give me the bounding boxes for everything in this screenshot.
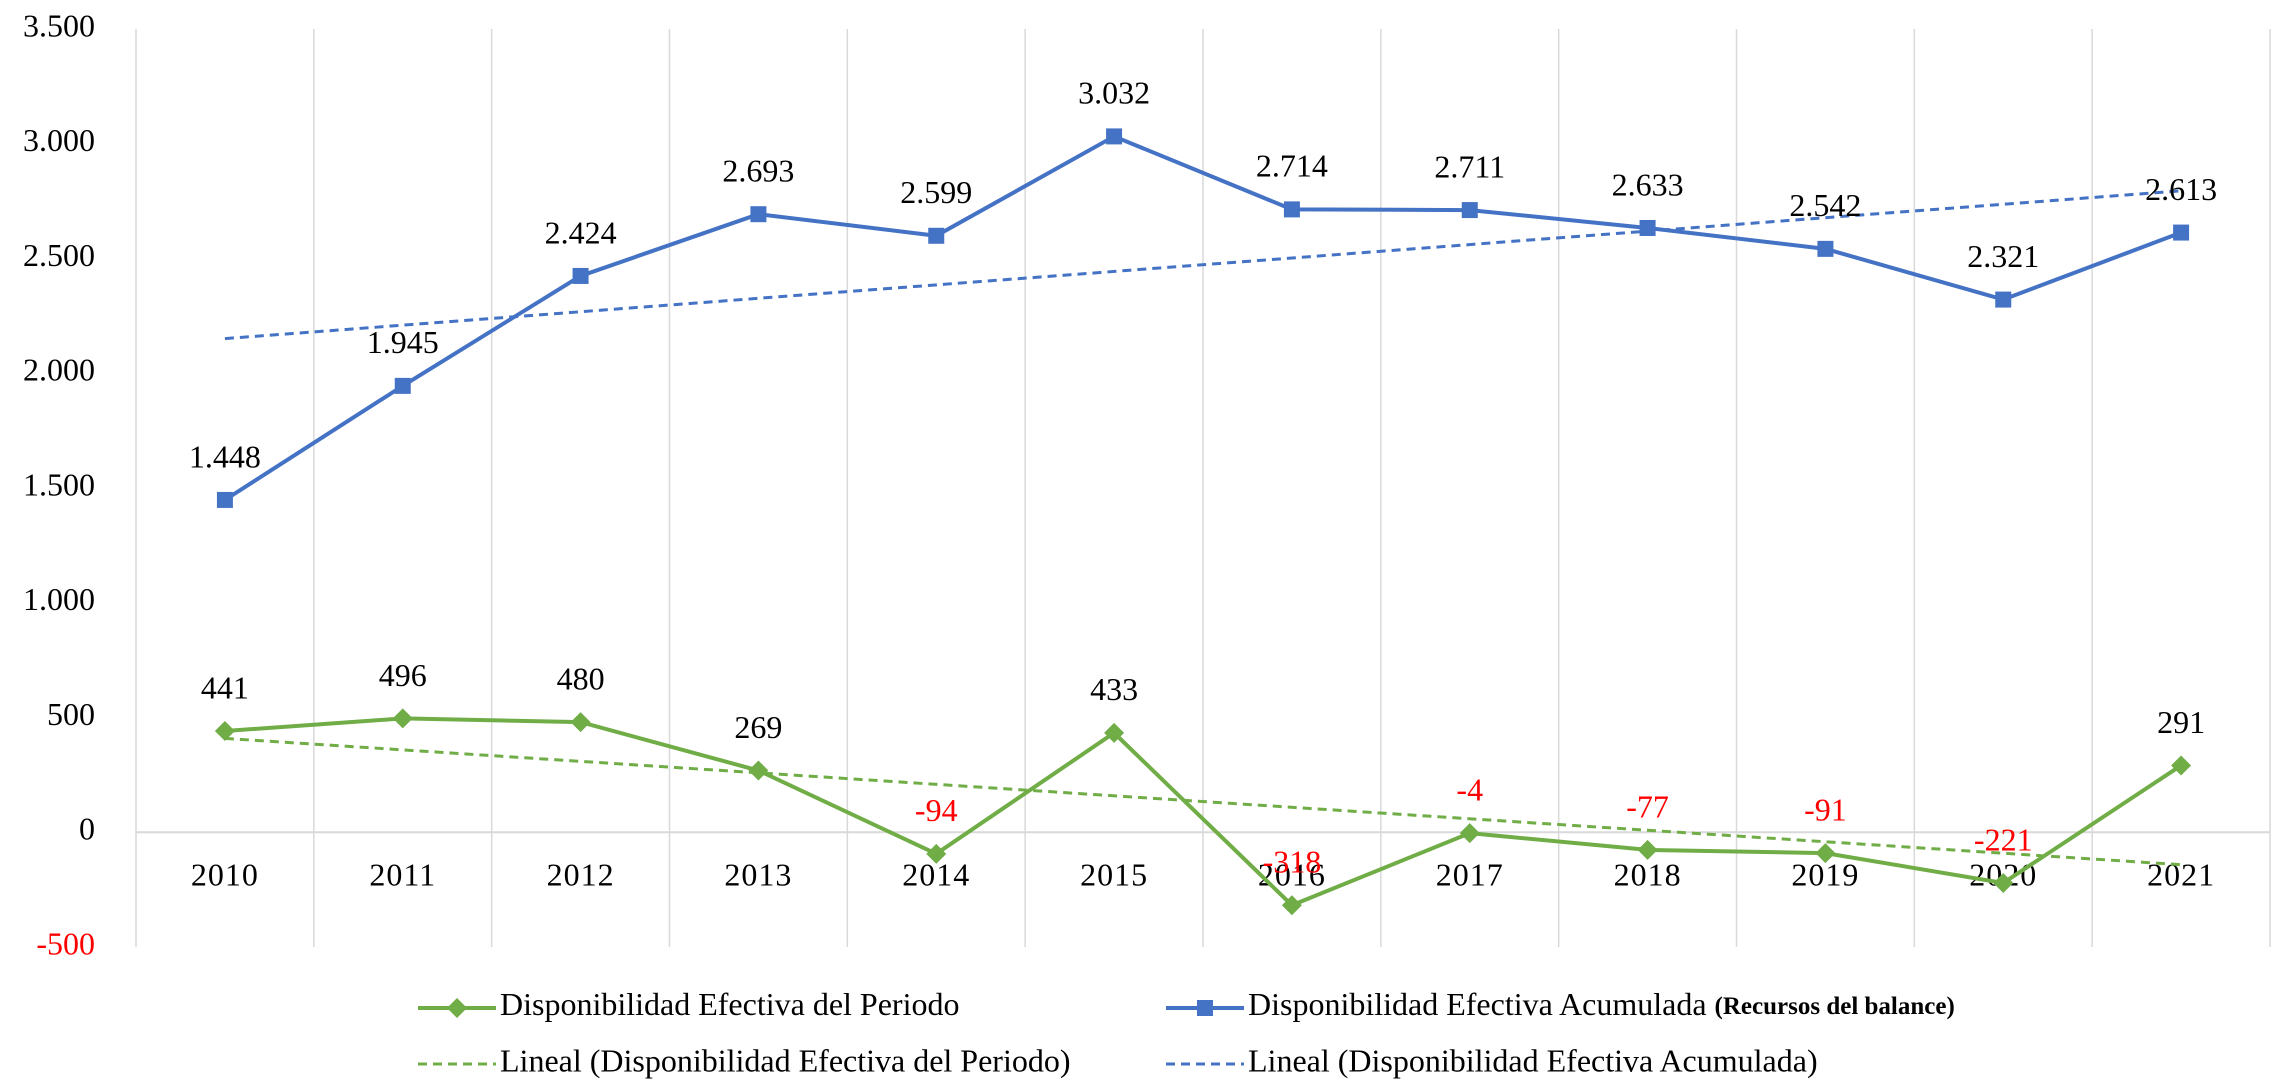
data-label: 433 xyxy=(1090,671,1138,707)
marker xyxy=(1106,128,1123,145)
data-label: -4 xyxy=(1456,772,1483,808)
marker xyxy=(2171,755,2192,776)
x-tick-label: 2013 xyxy=(724,857,792,893)
marker xyxy=(570,712,591,733)
marker xyxy=(928,227,945,244)
data-label: 3.032 xyxy=(1078,75,1150,111)
data-label: 441 xyxy=(201,669,249,705)
marker xyxy=(1993,872,2014,893)
legend-item: Lineal (Disponibilidad Efectiva Acumulad… xyxy=(1166,1042,1818,1078)
data-label: 2.321 xyxy=(1967,238,2039,274)
data-label: -94 xyxy=(915,792,958,828)
data-label: 1.945 xyxy=(367,324,439,360)
y-tick-label: 500 xyxy=(47,696,95,732)
legend-label: Lineal (Disponibilidad Efectiva del Peri… xyxy=(500,1042,1071,1078)
data-label: 2.714 xyxy=(1256,148,1328,184)
x-tick-label: 2010 xyxy=(191,857,259,893)
y-tick-label: -500 xyxy=(36,925,95,961)
y-tick-label: 2.500 xyxy=(23,237,95,273)
marker xyxy=(394,377,411,394)
marker xyxy=(1461,202,1478,219)
data-label: 496 xyxy=(379,657,427,693)
trendline xyxy=(224,189,2182,341)
data-label: 291 xyxy=(2157,704,2205,740)
data-label: 2.693 xyxy=(722,153,794,189)
data-label: 2.542 xyxy=(1789,187,1861,223)
x-tick-label: 2018 xyxy=(1614,857,1682,893)
marker xyxy=(572,267,589,284)
marker xyxy=(748,760,769,781)
y-tick-label: 3.000 xyxy=(23,122,95,158)
marker xyxy=(1817,240,1834,257)
legend-name: Disponibilidad Efectiva Acumulada xyxy=(1248,986,1707,1022)
marker xyxy=(216,491,233,508)
marker xyxy=(1637,839,1658,860)
legend-label: Lineal (Disponibilidad Efectiva Acumulad… xyxy=(1248,1042,1818,1078)
marker xyxy=(1104,722,1125,743)
legend-item: Disponibilidad Efectiva del Periodo xyxy=(418,986,959,1022)
marker xyxy=(392,708,413,729)
x-tick-label: 2017 xyxy=(1436,857,1504,893)
data-label: -91 xyxy=(1804,791,1847,827)
marker xyxy=(926,843,947,864)
y-tick-label: 1.000 xyxy=(23,581,95,617)
data-label: 2.613 xyxy=(2145,171,2217,207)
marker xyxy=(1459,823,1480,844)
marker xyxy=(1815,843,1836,864)
legend-name: Disponibilidad Efectiva del Periodo xyxy=(500,986,959,1022)
x-tick-label: 2012 xyxy=(547,857,615,893)
data-label: 2.599 xyxy=(900,174,972,210)
data-label: -221 xyxy=(1974,821,2033,857)
marker xyxy=(750,206,767,223)
x-tick-label: 2016 xyxy=(1258,857,1326,893)
marker xyxy=(1281,895,1302,916)
marker xyxy=(1283,201,1300,218)
x-tick-label: 2011 xyxy=(369,857,436,893)
y-tick-label: 0 xyxy=(79,811,95,847)
y-tick-label: 3.500 xyxy=(23,7,95,43)
data-label: 1.448 xyxy=(189,438,261,474)
data-label: 2.633 xyxy=(1612,166,1684,202)
data-label: 269 xyxy=(734,709,782,745)
data-label: -318 xyxy=(1263,844,1322,880)
marker xyxy=(1197,1000,1213,1016)
marker xyxy=(447,998,467,1018)
legend-label: Disponibilidad Efectiva Acumulada (Recur… xyxy=(1248,986,1955,1022)
x-tick-label: 2015 xyxy=(1080,857,1148,893)
y-tick-label: 1.500 xyxy=(23,466,95,502)
marker xyxy=(1995,291,2012,308)
legend-label: Disponibilidad Efectiva del Periodo xyxy=(500,986,959,1022)
series-line xyxy=(224,716,2183,908)
series-line xyxy=(223,134,2182,502)
marker xyxy=(2173,224,2190,241)
marker xyxy=(1639,219,1656,236)
data-label: 2.424 xyxy=(545,214,617,250)
legend-item: Lineal (Disponibilidad Efectiva del Peri… xyxy=(418,1042,1071,1078)
marker xyxy=(214,721,235,742)
data-label: 2.711 xyxy=(1434,148,1505,184)
legend-name-suffix: (Recursos del balance) xyxy=(1715,993,1955,1020)
y-tick-label: 2.000 xyxy=(23,352,95,388)
legend-item: Disponibilidad Efectiva Acumulada (Recur… xyxy=(1166,986,1955,1022)
data-label: 480 xyxy=(557,660,605,696)
data-label: -77 xyxy=(1626,788,1669,824)
trendline xyxy=(224,736,2182,867)
